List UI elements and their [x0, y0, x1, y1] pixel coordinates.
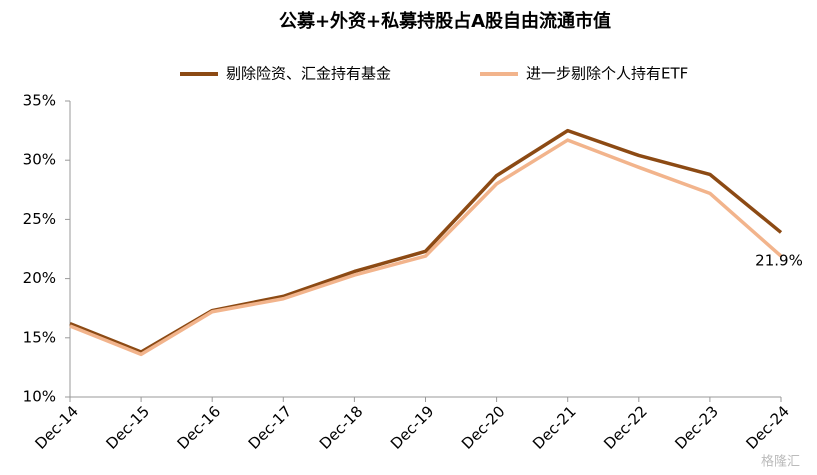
series-line [69, 138, 783, 357]
y-tick-label: 35% [23, 92, 56, 110]
y-tick-label: 30% [23, 151, 56, 169]
legend-label: 进一步剔除个人持有ETF [526, 65, 688, 83]
y-tick-label: 25% [23, 210, 56, 228]
chart-title: 公募+外资+私募持股占A股自由流通市值 [279, 10, 611, 32]
y-tick-label: 20% [23, 269, 56, 287]
x-tick-label: Dec-18 [316, 402, 367, 453]
y-tick-label: 10% [23, 388, 56, 406]
x-tick-label: Dec-15 [103, 402, 154, 453]
x-tick-label: Dec-24 [742, 402, 793, 453]
data-label: 21.9% [755, 252, 803, 270]
x-tick-label: Dec-17 [245, 402, 296, 453]
series-line [69, 128, 783, 354]
y-tick-label: 15% [23, 328, 56, 346]
watermark: 格隆汇 [761, 454, 800, 470]
x-tick-label: Dec-22 [600, 402, 651, 453]
x-tick-label: Dec-21 [529, 402, 580, 453]
x-tick-label: Dec-16 [174, 402, 225, 453]
x-tick-label: Dec-23 [671, 402, 722, 453]
legend-label: 剔除险资、汇金持有基金 [226, 65, 391, 83]
x-tick-label: Dec-14 [31, 402, 82, 453]
x-tick-label: Dec-19 [387, 402, 438, 453]
x-tick-label: Dec-20 [458, 402, 509, 453]
